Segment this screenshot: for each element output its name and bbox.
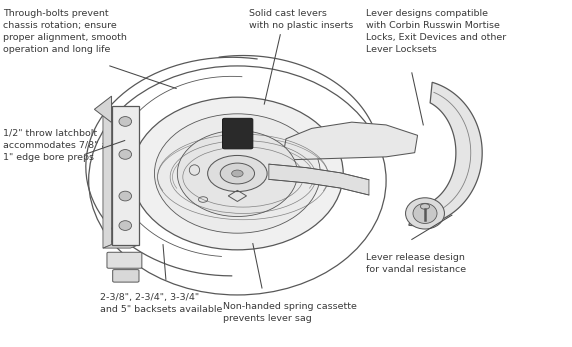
Circle shape: [232, 170, 243, 177]
Ellipse shape: [406, 198, 444, 229]
Ellipse shape: [413, 203, 437, 223]
Text: Lever release design
for vandal resistance: Lever release design for vandal resistan…: [366, 253, 466, 274]
Circle shape: [220, 163, 255, 184]
Polygon shape: [94, 96, 112, 122]
Text: Non-handed spring cassette
prevents lever sag: Non-handed spring cassette prevents leve…: [223, 302, 357, 323]
Ellipse shape: [177, 130, 297, 217]
Ellipse shape: [119, 150, 132, 159]
Polygon shape: [409, 82, 482, 226]
Text: Lever designs compatible
with Corbin Russwin Mortise
Locks, Exit Devices and oth: Lever designs compatible with Corbin Rus…: [366, 9, 506, 54]
Text: Through-bolts prevent
chassis rotation; ensure
proper alignment, smooth
operatio: Through-bolts prevent chassis rotation; …: [3, 9, 127, 54]
Polygon shape: [103, 245, 139, 248]
Polygon shape: [283, 122, 418, 160]
Circle shape: [208, 155, 267, 192]
Text: 2-3/8", 2-3/4", 3-3/4"
and 5" backsets available: 2-3/8", 2-3/4", 3-3/4" and 5" backsets a…: [100, 293, 223, 314]
FancyBboxPatch shape: [107, 252, 142, 268]
FancyBboxPatch shape: [113, 270, 139, 282]
Ellipse shape: [132, 97, 343, 250]
Text: Solid cast levers
with no plastic inserts: Solid cast levers with no plastic insert…: [249, 9, 353, 30]
Polygon shape: [103, 106, 112, 248]
Polygon shape: [269, 164, 369, 195]
Ellipse shape: [119, 221, 132, 230]
FancyBboxPatch shape: [223, 118, 253, 149]
Ellipse shape: [154, 114, 320, 233]
FancyBboxPatch shape: [112, 106, 139, 245]
Ellipse shape: [119, 191, 132, 201]
Ellipse shape: [119, 117, 132, 126]
Text: 1/2" throw latchbolt
accommodates 7/8" and
1" edge bore preps: 1/2" throw latchbolt accommodates 7/8" a…: [3, 128, 119, 162]
